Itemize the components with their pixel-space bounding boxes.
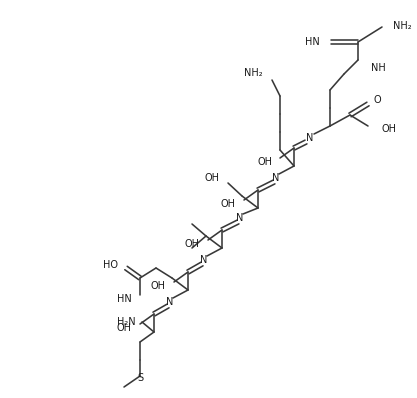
Text: O: O: [374, 95, 382, 105]
Text: OH: OH: [221, 199, 236, 209]
Text: N: N: [236, 213, 244, 223]
Text: NH₂: NH₂: [393, 21, 412, 31]
Text: N: N: [200, 255, 208, 265]
Text: N: N: [306, 133, 314, 143]
Text: N: N: [166, 297, 174, 307]
Text: H₂N: H₂N: [117, 317, 136, 327]
Text: OH: OH: [117, 323, 132, 333]
Text: N: N: [272, 173, 280, 183]
Text: OH: OH: [151, 281, 166, 291]
Text: NH₂: NH₂: [244, 68, 263, 78]
Text: NH: NH: [371, 63, 386, 73]
Text: S: S: [137, 373, 143, 383]
Text: OH: OH: [258, 157, 273, 167]
Text: OH: OH: [185, 239, 200, 249]
Text: OH: OH: [205, 173, 220, 183]
Text: HN: HN: [117, 294, 132, 304]
Text: HN: HN: [305, 37, 320, 47]
Text: HO: HO: [103, 260, 118, 270]
Text: OH: OH: [382, 124, 397, 134]
